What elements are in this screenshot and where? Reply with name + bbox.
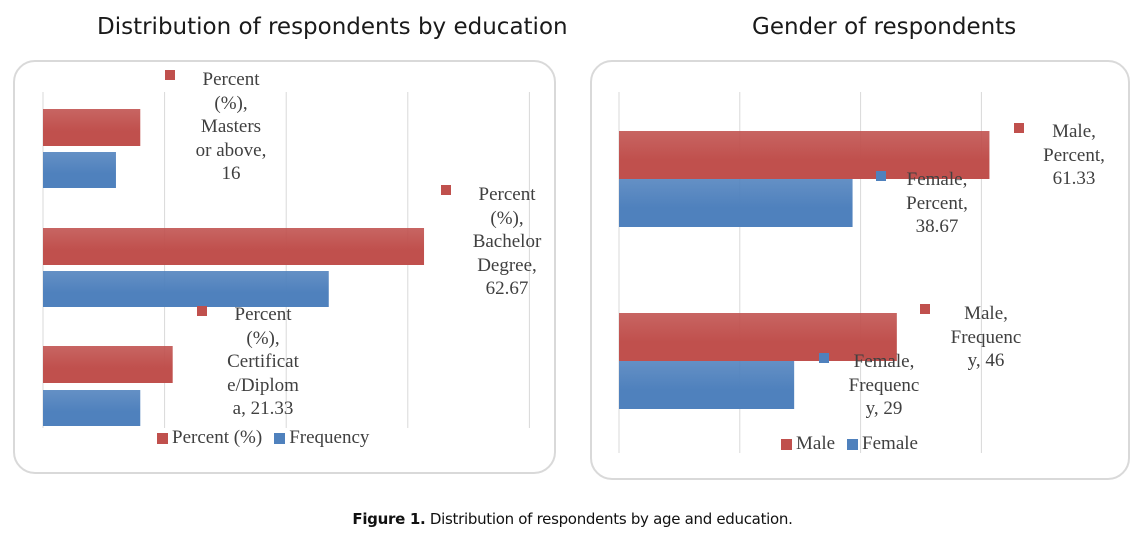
legend-label: Percent (%) — [172, 427, 263, 448]
data-label-marker — [819, 353, 829, 363]
data-label-male-frequency: Male, Frequenc y, 46 — [950, 303, 1022, 371]
legend-education: Percent (%) Frequency — [157, 427, 369, 449]
data-label-masters: Percent (%), Masters or above, 16 — [195, 69, 267, 184]
caption-prefix: Figure 1. — [352, 510, 426, 528]
bar-0-1-0 — [43, 228, 425, 265]
data-label-male-percent: Male, Percent, 61.33 — [1043, 121, 1105, 189]
data-label-female-frequency: Female, Frequenc y, 29 — [848, 351, 920, 419]
data-label-marker — [876, 171, 886, 181]
bar-0-0-1 — [43, 152, 116, 188]
legend-gender: Male Female — [781, 433, 918, 455]
bar-0-0-0 — [43, 109, 141, 146]
legend-item-percent: Percent (%) — [157, 427, 262, 449]
bar-0-1-1 — [43, 271, 329, 307]
data-label-marker — [165, 70, 175, 80]
legend-label: Female — [862, 433, 918, 454]
data-label-bachelor: Percent (%), Bachelor Degree, 62.67 — [472, 184, 542, 299]
caption-text: Distribution of respondents by age and e… — [425, 510, 793, 528]
legend-item-female: Female — [847, 433, 918, 455]
data-label-marker — [920, 304, 930, 314]
chart-title-education: Distribution of respondents by education — [97, 14, 568, 40]
gender-chart-panel — [590, 60, 1130, 480]
legend-swatch — [274, 432, 286, 444]
legend-item-male: Male — [781, 433, 835, 455]
legend-item-frequency: Frequency — [274, 427, 369, 449]
bar-1-0-0 — [619, 131, 990, 179]
legend-label: Male — [796, 433, 836, 454]
bar-1-1-1 — [619, 361, 795, 409]
chart-title-gender: Gender of respondents — [752, 14, 1017, 40]
bar-1-0-1 — [619, 179, 853, 227]
data-label-marker — [1014, 123, 1024, 133]
legend-label: Frequency — [289, 427, 370, 448]
data-label-marker — [197, 306, 207, 316]
data-label-certificate: Percent (%), Certificat e/Diplom a, 21.3… — [227, 304, 299, 419]
bar-0-2-1 — [43, 390, 141, 426]
data-label-marker — [441, 185, 451, 195]
legend-swatch — [781, 438, 792, 450]
bar-0-2-0 — [43, 346, 173, 383]
bar-1-1-0 — [619, 313, 897, 361]
figure-caption: Figure 1. Distribution of respondents by… — [0, 510, 1145, 528]
data-label-female-percent: Female, Percent, 38.67 — [906, 169, 968, 237]
legend-swatch — [847, 438, 859, 450]
legend-swatch — [157, 432, 168, 444]
